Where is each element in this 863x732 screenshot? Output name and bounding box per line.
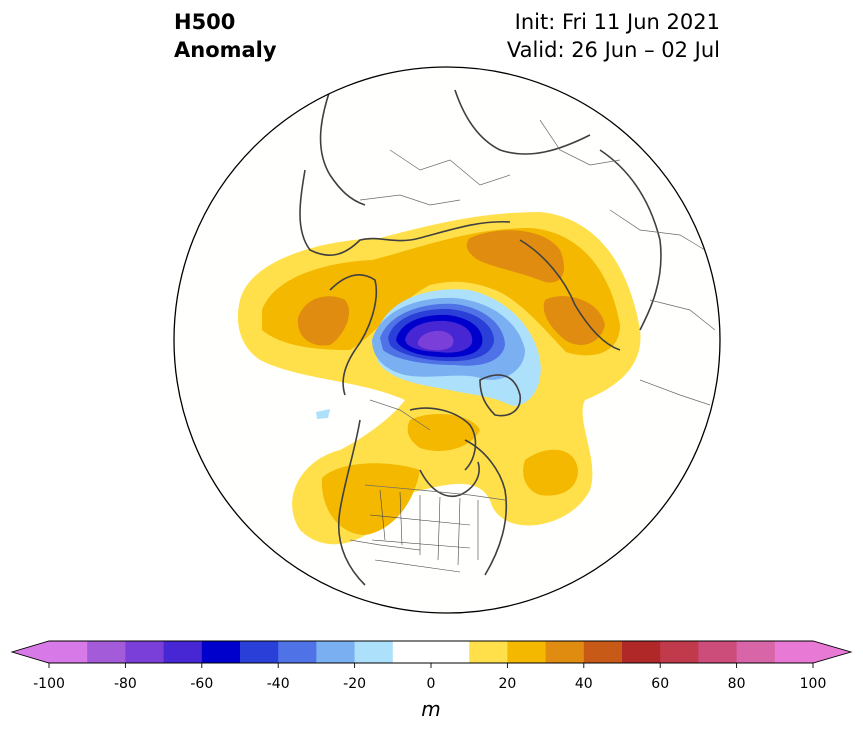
colorbar-unit-label: m (421, 697, 440, 721)
colorbar-cell (240, 641, 279, 663)
colorbar-cell (163, 641, 203, 663)
colorbar-cell (622, 641, 661, 663)
colorbar-cell (736, 641, 776, 663)
colorbar-ticks: -100 -80 -60 -40 -20 0 20 40 60 80 100 (33, 663, 826, 692)
colorbar-cell (201, 641, 241, 663)
colorbar-cell (660, 641, 699, 663)
colorbar-tick-label: -60 (190, 676, 213, 692)
valid-range: Valid: 26 Jun – 02 Jul (506, 38, 720, 62)
colorbar-tick-label: -100 (33, 676, 65, 692)
colorbar-extend-max (813, 641, 851, 663)
coastlines (299, 89, 662, 586)
map-title: H500 Anomaly (174, 8, 277, 64)
colorbar-extend-min (12, 641, 49, 663)
map-boundary (173, 66, 721, 614)
colorbar-tick-label: 100 (800, 676, 827, 692)
colorbar-cell (431, 641, 470, 663)
title-line-2: Anomaly (174, 38, 277, 62)
colorbar-cells (49, 641, 814, 663)
colorbar-cell (583, 641, 623, 663)
colorbar-cell (278, 641, 317, 663)
colorbar-tick-label: 80 (728, 676, 746, 692)
colorbar-cell (774, 641, 814, 663)
polar-map (173, 66, 721, 614)
colorbar-tick-label: 0 (427, 676, 436, 692)
colorbar-tick-label: -40 (267, 676, 290, 692)
colorbar-cell (87, 641, 126, 663)
country-borders (349, 119, 716, 551)
colorbar-cell (698, 641, 737, 663)
anomaly-fills (237, 212, 641, 545)
colorbar-cell (354, 641, 394, 663)
colorbar-cell (49, 641, 88, 663)
title-line-1: H500 (174, 10, 236, 34)
colorbar-cell (545, 641, 585, 663)
colorbar-cell (125, 641, 164, 663)
colorbar-tick-label: 60 (651, 676, 669, 692)
negative-anomaly-contours (316, 289, 541, 419)
colorbar-tick-label: -20 (343, 676, 366, 692)
colorbar-cell (469, 641, 508, 663)
colorbar: -100 -80 -60 -40 -20 0 20 40 60 80 100 m (10, 640, 853, 721)
colorbar-cell (392, 641, 432, 663)
colorbar-tick-label: -80 (114, 676, 137, 692)
colorbar-tick-label: 40 (575, 676, 593, 692)
colorbar-tick-label: 20 (498, 676, 516, 692)
forecast-dates: Init: Fri 11 Jun 2021 Valid: 26 Jun – 02… (507, 8, 720, 64)
us-state-borders (369, 489, 479, 573)
init-date: Init: Fri 11 Jun 2021 (514, 10, 720, 34)
colorbar-cell (507, 641, 546, 663)
colorbar-cell (316, 641, 355, 663)
